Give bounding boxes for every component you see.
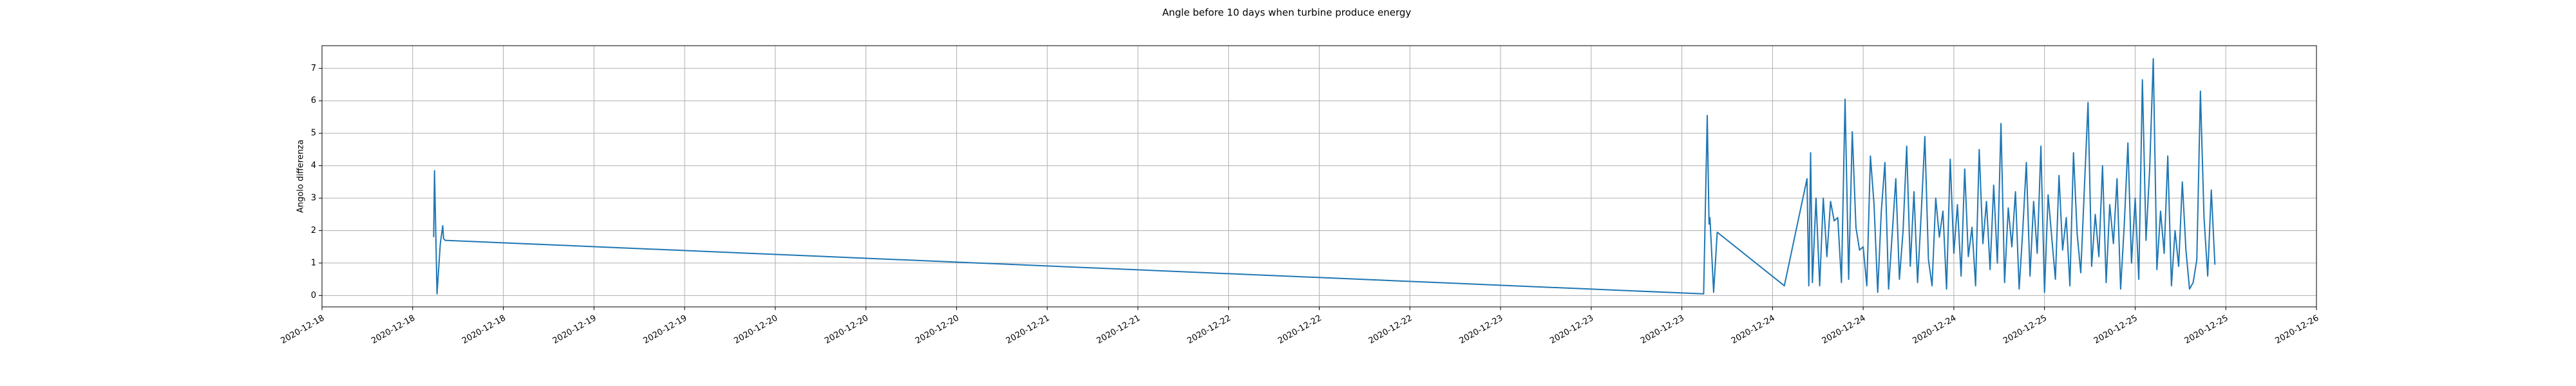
x-tick-label: 2020-12-23: [1458, 313, 1505, 346]
x-tick-label: 2020-12-21: [1005, 313, 1052, 346]
plot-frame: [321, 45, 2317, 308]
x-tick-label: 2020-12-19: [551, 313, 598, 346]
x-tick-label: 2020-12-19: [642, 313, 689, 346]
x-tick-label: 2020-12-26: [2273, 313, 2320, 346]
x-tick-label: 2020-12-25: [2002, 313, 2049, 346]
x-tick-label: 2020-12-25: [2092, 313, 2139, 346]
y-tick-label: 2: [311, 226, 316, 235]
y-tick-label: 5: [311, 129, 316, 138]
x-tick-label: 2020-12-25: [2183, 313, 2230, 346]
y-axis-label: Angolo differenza: [296, 140, 306, 213]
x-tick-label: 2020-12-24: [1821, 313, 1868, 346]
x-tick-label: 2020-12-22: [1186, 313, 1233, 346]
y-tick-label: 3: [311, 194, 316, 203]
x-tick-label: 2020-12-18: [370, 313, 417, 346]
x-tick-label: 2020-12-23: [1639, 313, 1686, 346]
y-tick-label: 6: [311, 96, 316, 106]
x-tick-label: 2020-12-18: [460, 313, 507, 346]
x-tick-label: 2020-12-22: [1367, 313, 1414, 346]
y-tick-label: 7: [311, 64, 316, 73]
x-tick-label: 2020-12-20: [914, 313, 961, 346]
y-tick-label: 0: [311, 291, 316, 300]
x-tick-label: 2020-12-21: [1095, 313, 1142, 346]
x-tick-label: 2020-12-23: [1548, 313, 1595, 346]
x-tick-label: 2020-12-18: [279, 313, 326, 346]
x-tick-label: 2020-12-20: [823, 313, 870, 346]
x-tick-label: 2020-12-24: [1911, 313, 1958, 346]
data-line: [433, 58, 2216, 295]
chart-title: Angle before 10 days when turbine produc…: [1162, 7, 1412, 19]
y-tick-label: 4: [311, 161, 316, 170]
x-tick-label: 2020-12-24: [1730, 313, 1777, 346]
x-tick-label: 2020-12-22: [1276, 313, 1323, 346]
x-tick-label: 2020-12-20: [732, 313, 779, 346]
y-tick-label: 1: [311, 258, 316, 268]
